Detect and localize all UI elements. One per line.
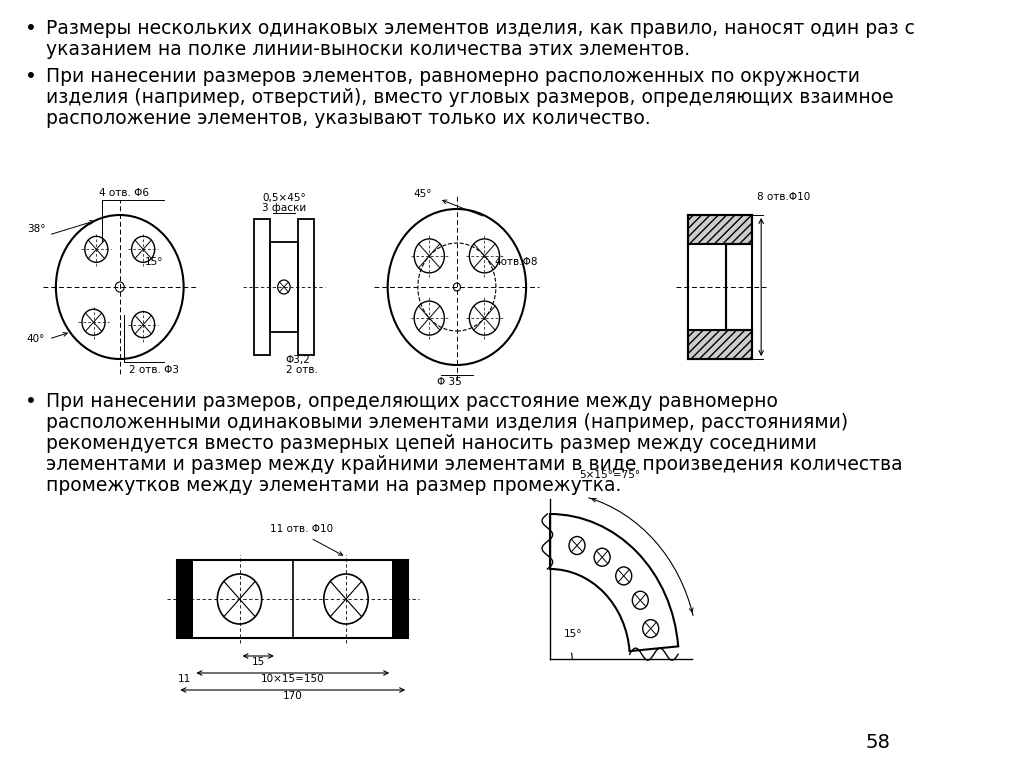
Text: 2 отв.: 2 отв.	[286, 365, 317, 375]
Text: рекомендуется вместо размерных цепей наносить размер между соседними: рекомендуется вместо размерных цепей нан…	[46, 434, 817, 453]
Text: 15°: 15°	[564, 629, 583, 639]
Text: 11: 11	[177, 674, 190, 684]
Text: промежутков между элементами на размер промежутка.: промежутков между элементами на размер п…	[46, 476, 622, 495]
Text: 2 отв. Φ3: 2 отв. Φ3	[129, 365, 178, 375]
Text: Φ 35: Φ 35	[437, 377, 462, 387]
Text: 15°: 15°	[144, 257, 163, 267]
Bar	[298, 219, 314, 355]
Text: 4 отв. Φ6: 4 отв. Φ6	[99, 188, 150, 198]
Text: 10×15=150: 10×15=150	[261, 674, 325, 684]
Text: 58: 58	[866, 733, 891, 752]
Text: 40°: 40°	[27, 334, 45, 344]
Polygon shape	[687, 215, 753, 359]
Text: 45°: 45°	[414, 189, 432, 199]
Text: При нанесении размеров, определяющих расстояние между равномерно: При нанесении размеров, определяющих рас…	[46, 392, 778, 411]
Text: 170: 170	[283, 691, 303, 701]
Text: 38°: 38°	[27, 224, 45, 234]
Polygon shape	[687, 244, 726, 330]
Text: 15: 15	[252, 657, 265, 667]
Bar	[177, 560, 409, 638]
Text: При нанесении размеров элементов, равномерно расположенных по окружности: При нанесении размеров элементов, равном…	[46, 67, 860, 86]
Text: •: •	[25, 392, 37, 411]
Text: расположение элементов, указывают только их количество.: расположение элементов, указывают только…	[46, 109, 651, 128]
Bar	[269, 242, 298, 332]
Text: Φ3,2: Φ3,2	[286, 355, 310, 365]
Text: 5×15°=75°: 5×15°=75°	[579, 470, 640, 480]
Text: 8 отв.Φ10: 8 отв.Φ10	[757, 192, 810, 202]
Text: элементами и размер между крайними элементами в виде произведения количества: элементами и размер между крайними элеме…	[46, 455, 903, 474]
Text: изделия (например, отверстий), вместо угловых размеров, определяющих взаимное: изделия (например, отверстий), вместо уг…	[46, 88, 894, 107]
Text: 4отв.Φ8: 4отв.Φ8	[495, 257, 538, 267]
Text: Размеры нескольких одинаковых элементов изделия, как правило, наносят один раз с: Размеры нескольких одинаковых элементов …	[46, 19, 915, 38]
Text: •: •	[25, 67, 37, 86]
Bar	[254, 219, 269, 355]
Text: указанием на полке линии-выноски количества этих элементов.: указанием на полке линии-выноски количес…	[46, 40, 690, 59]
Text: 0,5×45°: 0,5×45°	[262, 193, 306, 203]
Bar	[392, 560, 409, 638]
Text: 11 отв. Φ10: 11 отв. Φ10	[270, 524, 333, 534]
Bar	[177, 560, 194, 638]
Text: •: •	[25, 19, 37, 38]
Text: расположенными одинаковыми элементами изделия (например, расстояниями): расположенными одинаковыми элементами из…	[46, 413, 848, 432]
Text: 3 фаски: 3 фаски	[262, 203, 306, 213]
